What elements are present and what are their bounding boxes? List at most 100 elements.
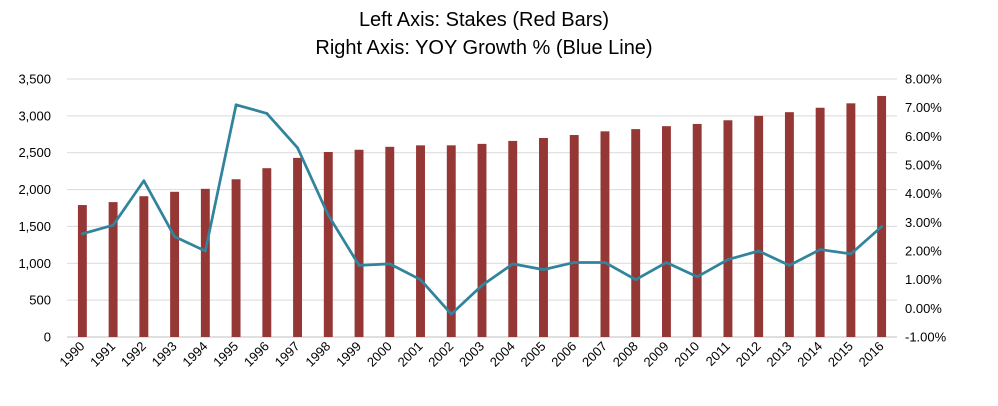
- left-tick-label: 500: [29, 293, 51, 308]
- left-axis: 0 500 1,000 1,500 2,000 2,500 3,000 3,500: [18, 72, 51, 345]
- line-point: [449, 312, 453, 316]
- left-tick-label: 1,000: [18, 256, 51, 271]
- x-tick-label: 2010: [671, 339, 702, 370]
- line-point: [142, 179, 146, 183]
- x-tick-label: 2014: [794, 339, 825, 370]
- bar: [293, 157, 303, 337]
- bar: [385, 146, 395, 337]
- line-point: [173, 235, 176, 239]
- line-point: [603, 261, 607, 264]
- line-point: [788, 263, 791, 267]
- line-point: [419, 278, 422, 282]
- bar: [539, 137, 548, 337]
- right-tick-label: 1.00%: [905, 272, 942, 287]
- line-point: [480, 284, 484, 287]
- chart-title: Left Axis: Stakes (Red Bars): [359, 9, 609, 31]
- x-tick-label: 1995: [210, 339, 241, 370]
- bar: [815, 107, 825, 338]
- bar: [754, 115, 764, 337]
- bar: [446, 145, 456, 337]
- x-tick-label: 1990: [56, 339, 87, 370]
- line-point: [511, 262, 515, 266]
- bar: [661, 126, 671, 337]
- x-tick-label: 2003: [456, 339, 487, 370]
- line-point: [757, 249, 761, 253]
- bar: [877, 95, 887, 337]
- line-point: [203, 249, 207, 253]
- x-tick-label: 2015: [825, 339, 856, 370]
- left-tick-label: 3,500: [18, 72, 51, 87]
- bar: [784, 112, 794, 338]
- left-tick-label: 0: [44, 330, 51, 345]
- bar: [323, 151, 333, 337]
- bar: [262, 168, 272, 337]
- right-tick-label: 4.00%: [905, 186, 942, 201]
- bar: [846, 103, 856, 337]
- line-point: [388, 262, 392, 266]
- right-tick-label: 2.00%: [905, 244, 942, 259]
- x-tick-label: 1994: [179, 339, 210, 370]
- right-tick-label: 8.00%: [905, 72, 942, 87]
- left-tick-label: 2,500: [18, 145, 51, 160]
- x-tick-label: 1998: [302, 339, 333, 370]
- right-tick-label: 5.00%: [905, 158, 942, 173]
- bar: [170, 191, 180, 337]
- bar: [692, 123, 702, 337]
- left-tick-label: 2,000: [18, 182, 51, 197]
- line-point: [634, 278, 638, 282]
- bar: [631, 129, 641, 337]
- x-tick-label: 2011: [703, 339, 733, 369]
- right-tick-label: 0.00%: [905, 301, 942, 316]
- x-tick-label: 2008: [610, 339, 641, 370]
- left-tick-label: 3,000: [18, 108, 51, 123]
- bar: [231, 179, 241, 337]
- right-axis: -1.00% 0.00% 1.00% 2.00% 3.00% 4.00% 5.00% 6.00…: [905, 72, 947, 345]
- right-tick-label: -1.00%: [905, 330, 947, 345]
- bar: [600, 131, 610, 337]
- x-tick-label: 2001: [395, 339, 426, 370]
- line-point: [542, 268, 545, 272]
- right-tick-label: 6.00%: [905, 129, 942, 144]
- x-tick-label: 1992: [118, 339, 149, 370]
- line-point: [265, 112, 269, 115]
- line-point: [111, 223, 115, 227]
- line-point: [296, 146, 299, 150]
- bar: [416, 145, 425, 337]
- line-point: [572, 261, 576, 264]
- chart-subtitle: Right Axis: YOY Growth % (Blue Line): [315, 37, 652, 59]
- bar: [200, 188, 210, 337]
- bar-series: [77, 95, 887, 338]
- x-tick-label: 2016: [856, 339, 887, 370]
- bar: [508, 140, 518, 337]
- x-tick-label: 1993: [149, 339, 180, 370]
- line-point: [665, 261, 668, 264]
- bar: [569, 135, 579, 337]
- x-tick-label: 2000: [364, 339, 395, 370]
- line-point: [357, 263, 361, 267]
- x-tick-label: 1999: [333, 339, 364, 370]
- x-tick-label: 1991: [87, 339, 118, 370]
- bar: [723, 120, 733, 337]
- line-point: [726, 258, 730, 261]
- line-point: [326, 213, 330, 217]
- left-tick-label: 1,500: [18, 219, 51, 234]
- x-tick-label: 2012: [733, 339, 764, 370]
- x-axis: 1990 1991 1992 1993 1994 1995 1996 1997 1998 1999…: [56, 339, 886, 370]
- right-tick-label: 3.00%: [905, 215, 942, 230]
- line-point: [880, 225, 884, 229]
- line-point: [80, 232, 84, 236]
- x-tick-label: 2004: [487, 339, 518, 370]
- x-tick-label: 1996: [241, 339, 272, 370]
- x-tick-label: 2002: [425, 339, 456, 370]
- x-tick-label: 1997: [272, 339, 303, 370]
- x-tick-label: 2009: [641, 339, 672, 370]
- bar: [354, 149, 364, 337]
- line-series: [80, 103, 884, 316]
- line-point: [818, 248, 822, 251]
- x-tick-label: 2007: [579, 339, 610, 370]
- bar: [477, 143, 487, 337]
- x-tick-label: 2005: [518, 339, 549, 370]
- bar: [77, 205, 87, 337]
